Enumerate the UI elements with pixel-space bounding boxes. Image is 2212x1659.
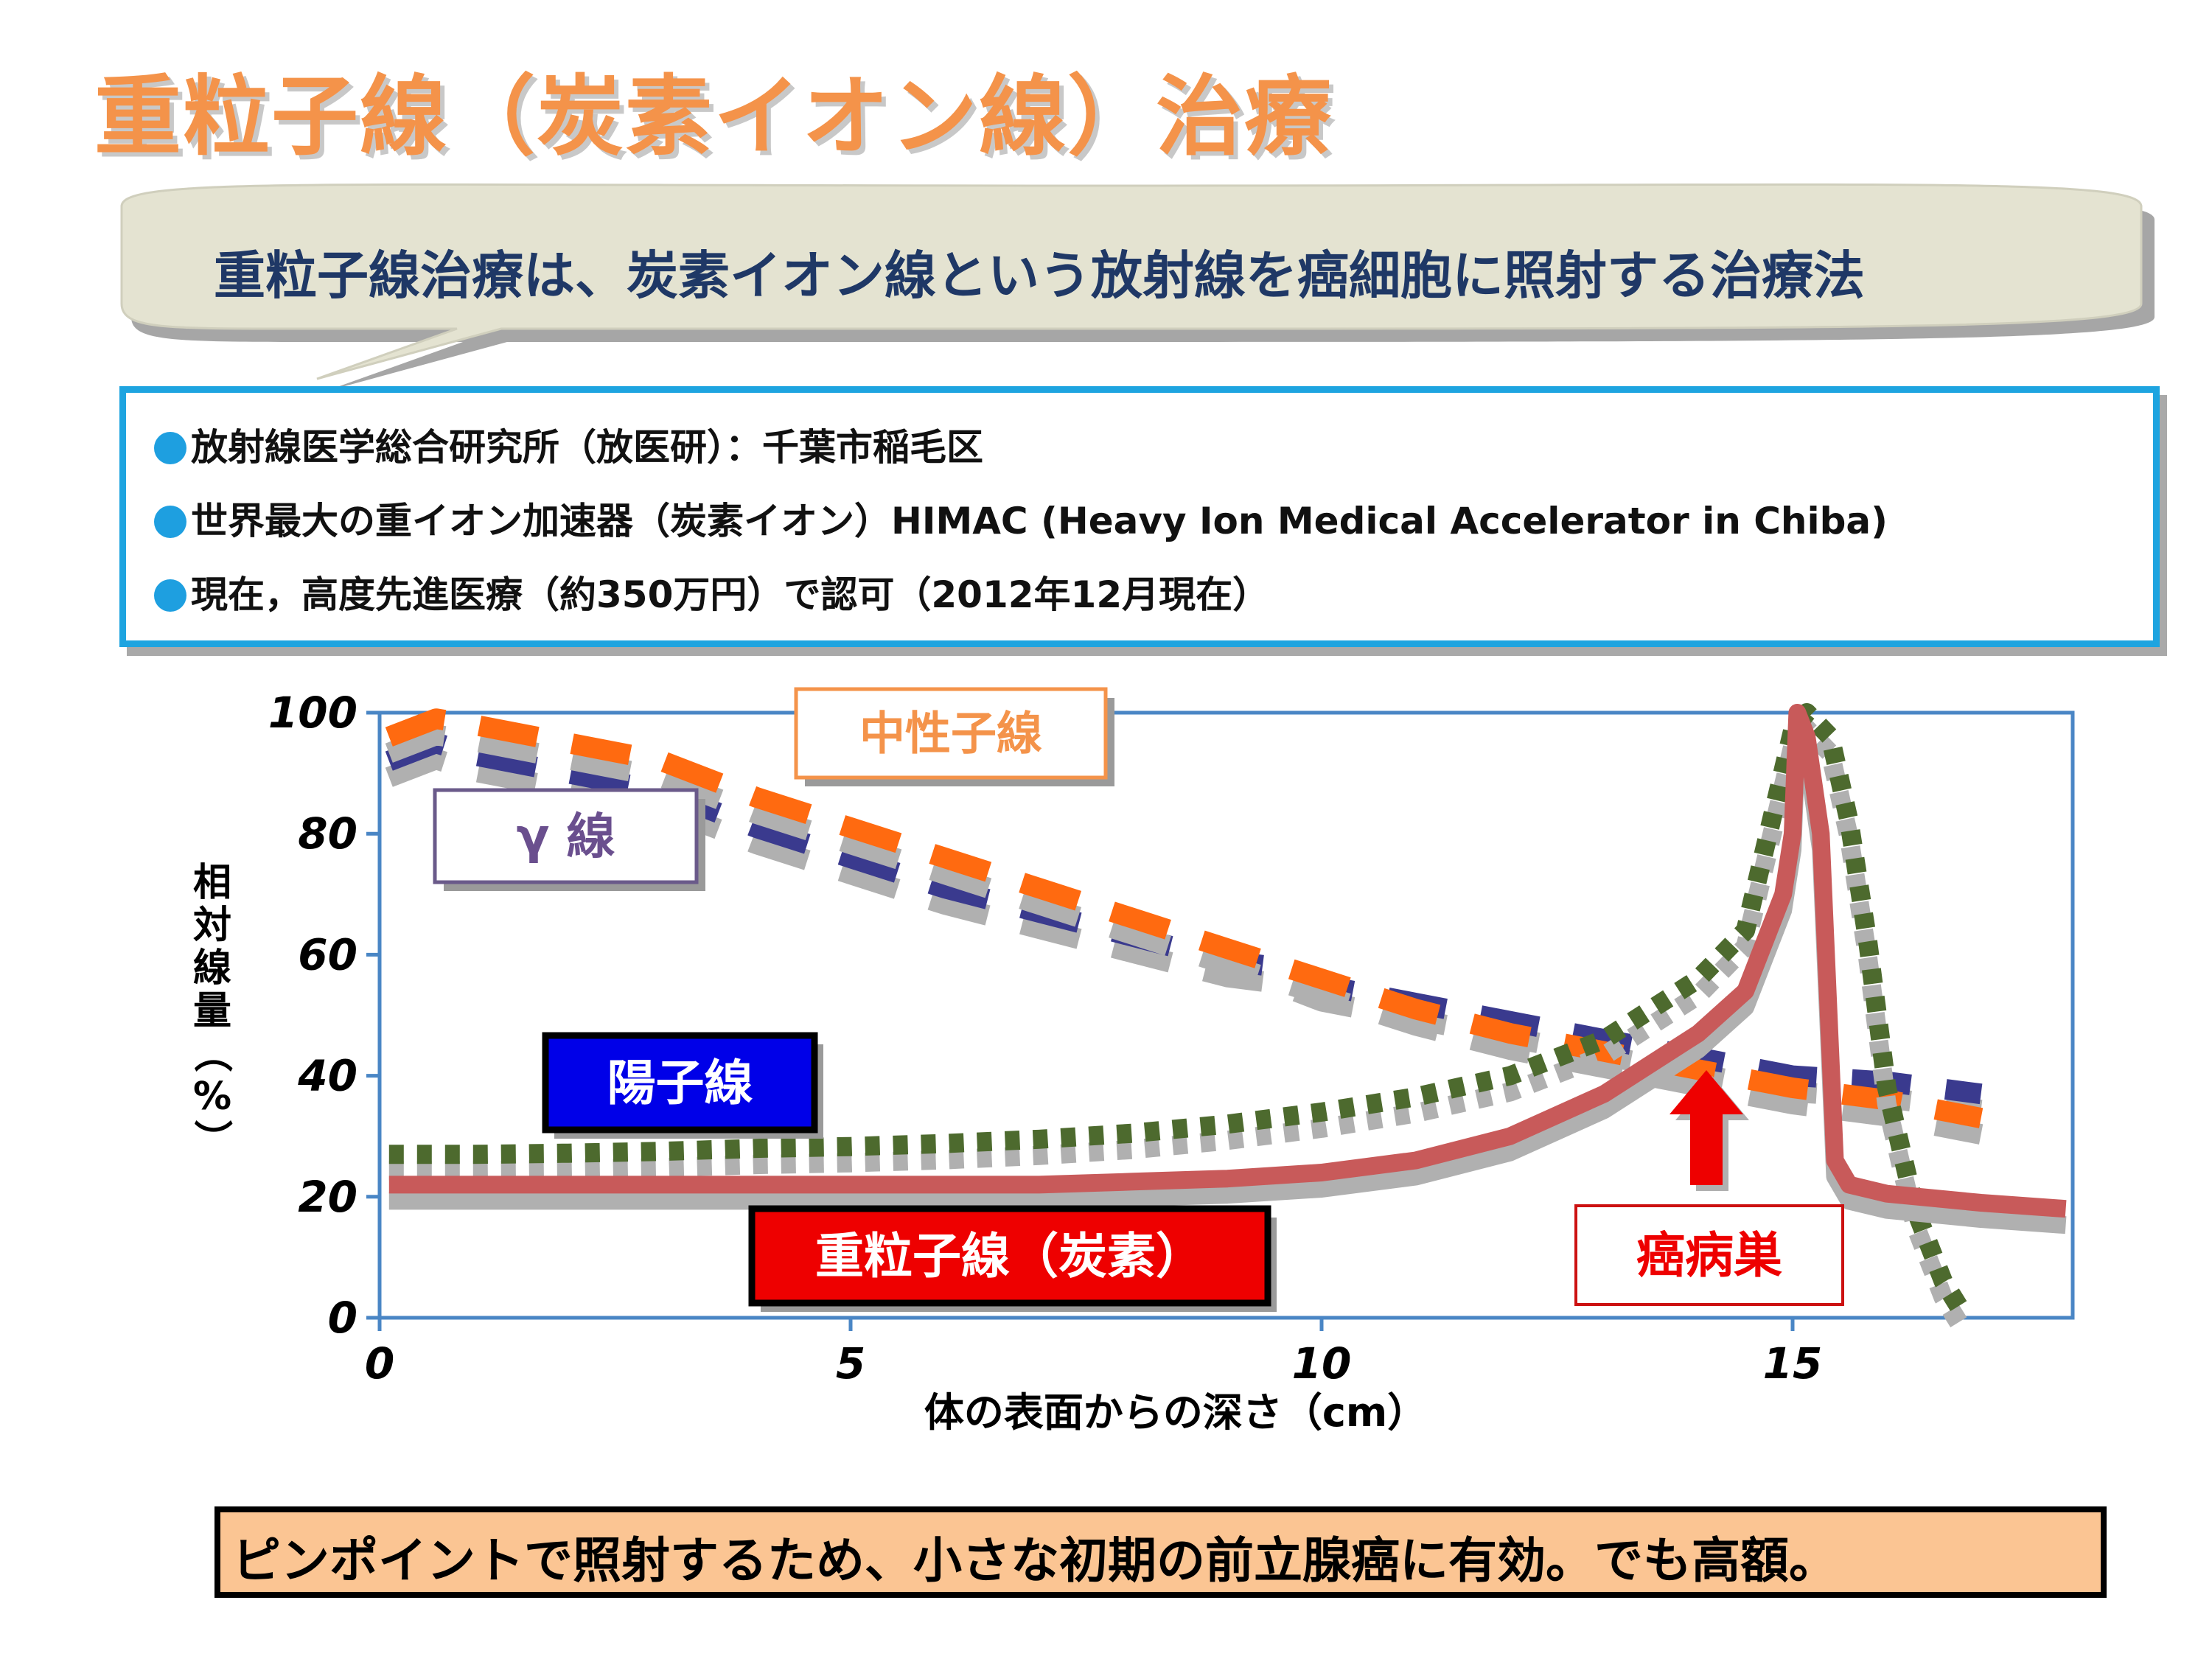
y-axis-label-char: 相: [193, 861, 231, 905]
footer-note-box: ピンポイントで照射するため、小さな初期の前立腺癌に有効。でも高額。: [214, 1506, 2107, 1598]
callout-bubble: [120, 183, 2155, 392]
bullet-dot-icon: [154, 506, 186, 538]
arrow-shape: [1670, 1070, 1743, 1185]
label-gamma: γ 線: [433, 788, 705, 891]
series-proton: [388, 703, 1971, 1333]
info-line-text: 世界最大の重イオン加速器（炭素イオン）HIMAC (Heavy Ion Medi…: [191, 500, 1888, 542]
bullet-dot-icon: [154, 432, 186, 464]
label-tumor: 癌病巣: [1574, 1204, 1844, 1306]
series-shadow: [388, 719, 1971, 1333]
label-text: γ 線: [517, 808, 615, 865]
bullet-dot-icon: [154, 579, 186, 612]
y-axis-label-char: ）: [189, 1120, 234, 1158]
label-box: [433, 788, 699, 884]
y-tick-label: 0: [328, 1293, 357, 1343]
plot-area: [377, 710, 2075, 1320]
label-box: [1574, 1204, 1844, 1306]
info-line-text: 放射線医学総合研究所（放医研）：千葉市稲毛区: [191, 426, 983, 469]
info-box: 放射線医学総合研究所（放医研）：千葉市稲毛区 世界最大の重イオン加速器（炭素イオ…: [119, 386, 2160, 647]
label-box: [542, 1032, 818, 1134]
x-tick-label: 10: [1292, 1338, 1352, 1389]
info-line-text: 現在，高度先進医療（約350万円）で認可（2012年12月現在）: [191, 573, 1270, 616]
y-axis-label-char: 量: [193, 989, 231, 1033]
series-carbon: [388, 704, 2067, 1234]
label-text: 癌病巣: [1636, 1227, 1782, 1284]
label-text: 陽子線: [607, 1055, 753, 1111]
y-tick-label: 100: [268, 688, 357, 738]
y-axis-label-char: 対: [193, 904, 231, 948]
tumor-arrow-icon: [1670, 1070, 1749, 1191]
info-line-1: 放射線医学総合研究所（放医研）：千葉市稲毛区: [154, 418, 983, 471]
series-line-neutron: [385, 708, 1984, 1128]
series-line-carbon: [388, 704, 2067, 1218]
x-tick-label: 5: [836, 1338, 865, 1389]
y-tick-label: 40: [297, 1051, 357, 1101]
label-carbon: 重粒子線（炭素）: [748, 1205, 1277, 1312]
info-line-2: 世界最大の重イオン加速器（炭素イオン）HIMAC (Heavy Ion Medi…: [154, 492, 1888, 545]
y-axis-label-char: %: [193, 1075, 231, 1119]
label-text: 中性子線: [859, 707, 1042, 761]
label-proton: 陽子線: [542, 1032, 823, 1139]
label-text: 重粒子線（炭素）: [815, 1228, 1204, 1285]
y-tick-label: 80: [298, 808, 357, 859]
label-box: [748, 1205, 1271, 1307]
x-axis-label: 体の表面からの深さ（cm）: [924, 1389, 1427, 1436]
slide-title: 重粒子線（炭素イオン線）治療: [94, 66, 1333, 167]
y-tick-label: 20: [298, 1172, 357, 1222]
y-axis-label-char: （: [189, 1034, 234, 1072]
y-axis-label-char: 線: [193, 946, 231, 991]
label-neutron: 中性子線: [794, 687, 1114, 786]
x-tick-label: 15: [1763, 1338, 1823, 1389]
callout-text: 重粒子線治療は、炭素イオン線という放射線を癌細胞に照射する治療法: [214, 245, 1865, 306]
x-tick-label: 0: [365, 1338, 394, 1389]
footer-note: ピンポイントで照射するため、小さな初期の前立腺癌に有効。でも高額。: [232, 1532, 1838, 1589]
label-box: [794, 687, 1108, 780]
series-line-proton: [388, 703, 1971, 1317]
y-tick-label: 60: [298, 929, 357, 979]
info-line-3: 現在，高度先進医療（約350万円）で認可（2012年12月現在）: [154, 565, 1269, 618]
